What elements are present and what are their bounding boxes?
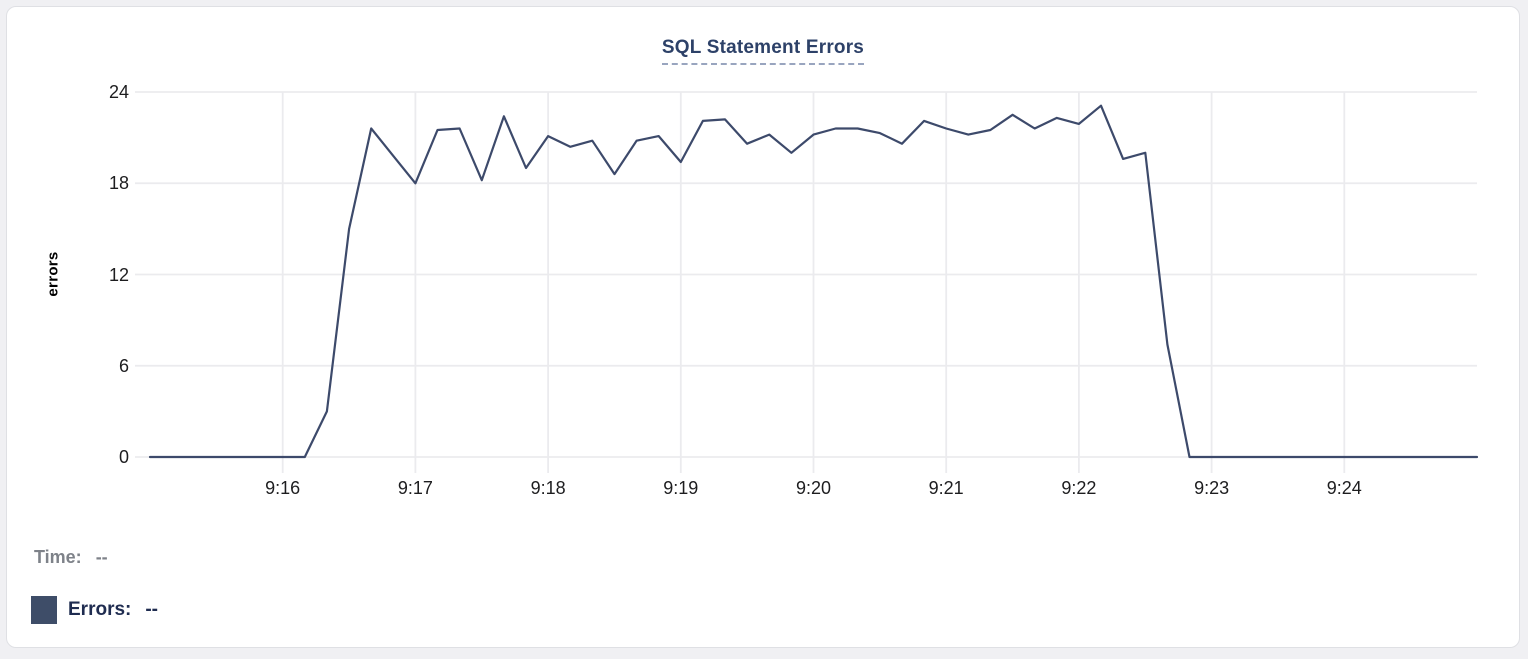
legend-errors-value: --: [145, 599, 159, 620]
legend-time-value: --: [95, 547, 108, 567]
chart-header: SQL Statement Errors: [7, 37, 1519, 65]
legend-time-label: Time:: [34, 547, 82, 567]
y-tick-label: 24: [108, 82, 129, 102]
legend-errors-row[interactable]: Errors: --: [31, 596, 158, 624]
x-tick-label: 9:19: [663, 478, 699, 498]
y-tick-label: 6: [118, 355, 129, 376]
x-tick-label: 9:21: [928, 478, 964, 498]
x-tick-label: 9:16: [265, 478, 301, 498]
x-tick-label: 9:23: [1194, 478, 1230, 498]
errors-series-line: [148, 104, 1479, 459]
line-chart[interactable]: [7, 7, 1528, 659]
chart-title[interactable]: SQL Statement Errors: [661, 37, 865, 65]
x-tick-label: 9:18: [530, 478, 566, 498]
x-tick-label: 9:20: [795, 478, 832, 498]
legend-time-row: Time: --: [34, 547, 108, 568]
x-tick-label: 9:17: [397, 478, 433, 498]
y-tick-label: 12: [108, 264, 129, 285]
chart-card: SQL Statement Errors errors 0 6 12 18 24 9:16…: [6, 6, 1520, 648]
y-tick-label: 18: [108, 173, 129, 194]
x-tick-label: 9:22: [1061, 478, 1097, 498]
errors-series-swatch-icon: [31, 596, 57, 624]
legend-errors-label: Errors:: [68, 599, 132, 620]
y-tick-label: 0: [118, 447, 129, 467]
x-tick-label: 9:24: [1326, 478, 1362, 498]
